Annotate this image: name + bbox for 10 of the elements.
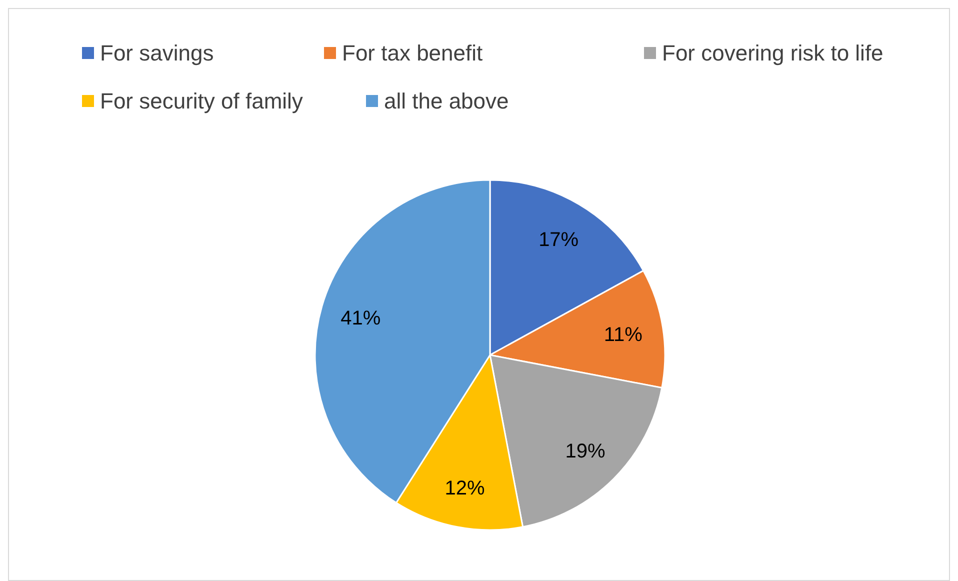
data-label: 19%	[565, 440, 606, 462]
legend-label: all the above	[384, 88, 509, 114]
data-label: 41%	[340, 307, 381, 330]
legend-label: For tax benefit	[342, 40, 483, 66]
legend-label: For savings	[100, 40, 214, 66]
data-label: 17%	[538, 229, 579, 252]
legend-label: For covering risk to life	[662, 40, 884, 66]
data-label: 12%	[444, 477, 485, 500]
data-label: 11%	[604, 324, 643, 346]
legend-label: For security of family	[100, 88, 303, 114]
